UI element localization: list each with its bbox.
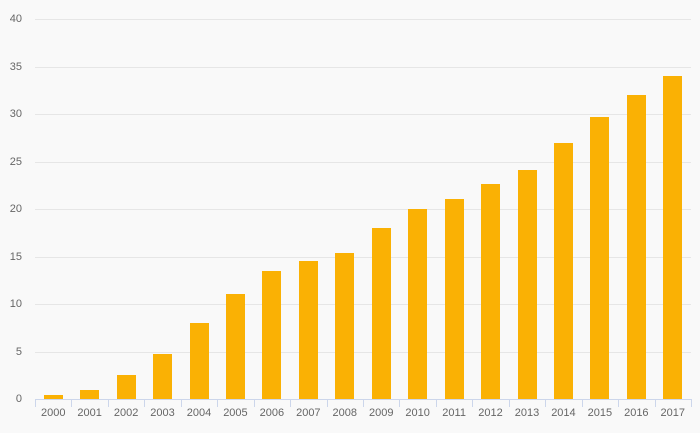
x-axis-tick [180, 400, 182, 407]
x-axis-tick [35, 400, 36, 407]
bar-2012[interactable] [481, 184, 501, 399]
bar-2014[interactable] [553, 142, 573, 399]
x-axis-tick [217, 400, 219, 407]
gridline-5 [35, 351, 691, 353]
bar-2000[interactable] [43, 395, 63, 399]
x-axis-label-2016: 2016 [624, 407, 649, 419]
x-axis-label-2003: 2003 [150, 407, 175, 419]
x-axis-line [35, 399, 692, 400]
bar-2005[interactable] [225, 293, 245, 399]
x-axis-tick [618, 400, 620, 407]
x-axis-label-2005: 2005 [223, 407, 248, 419]
x-axis-tick [435, 400, 437, 407]
bar-2002[interactable] [116, 375, 136, 399]
x-axis-tick [691, 400, 692, 407]
bar-2007[interactable] [298, 261, 318, 399]
gridline-25 [35, 161, 691, 163]
x-axis-label-2007: 2007 [296, 407, 321, 419]
bar-2013[interactable] [517, 170, 537, 399]
bar-2016[interactable] [626, 95, 646, 399]
x-axis-tick [545, 400, 547, 407]
x-axis-label-2006: 2006 [259, 407, 285, 419]
bar-2006[interactable] [262, 270, 282, 399]
x-axis-label-2009: 2009 [368, 407, 394, 419]
bar-2008[interactable] [335, 252, 355, 399]
gridline-30 [35, 114, 691, 115]
x-axis-tick [472, 400, 474, 407]
x-axis-label-2013: 2013 [514, 407, 540, 419]
x-axis-label-2014: 2014 [551, 407, 576, 419]
x-axis-label-2001: 2001 [77, 407, 102, 419]
x-axis-tick [508, 400, 510, 407]
x-axis-label-2008: 2008 [332, 407, 357, 419]
x-axis-tick [290, 400, 292, 407]
x-axis-tick [144, 400, 146, 407]
y-axis-label-5: 5 [15, 345, 22, 358]
x-axis-label-2002: 2002 [113, 407, 139, 419]
bar-2004[interactable] [189, 323, 209, 399]
x-axis-label-2011: 2011 [442, 407, 466, 419]
gridline-15 [35, 256, 691, 258]
x-axis-tick [399, 400, 401, 407]
y-axis-label-40: 40 [9, 13, 22, 25]
y-axis-label-30: 30 [9, 108, 22, 120]
x-axis-tick [363, 400, 364, 407]
y-axis-label-15: 15 [9, 250, 22, 263]
x-axis-label-2017: 2017 [660, 407, 685, 419]
gridline-40 [35, 19, 691, 20]
y-axis-label-20: 20 [9, 203, 22, 215]
y-axis-label-35: 35 [9, 60, 22, 73]
x-axis-tick [253, 400, 255, 407]
x-axis-tick [654, 400, 656, 407]
bar-2003[interactable] [153, 354, 173, 399]
gridline-10 [35, 304, 691, 305]
gridline-20 [35, 209, 691, 210]
x-axis-tick [71, 400, 73, 407]
bar-2011[interactable] [444, 198, 464, 399]
bar-2009[interactable] [371, 228, 391, 399]
y-axis-label-10: 10 [9, 298, 22, 310]
x-axis-tick [107, 400, 109, 407]
y-axis-label-25: 25 [9, 155, 22, 168]
bar-2001[interactable] [80, 389, 100, 399]
x-axis-label-2004: 2004 [186, 407, 212, 419]
x-axis-label-2015: 2015 [587, 407, 613, 419]
bar-2010[interactable] [408, 209, 428, 399]
x-axis-label-2000: 2000 [40, 407, 66, 419]
bar-2017[interactable] [663, 76, 683, 399]
x-axis-label-2012: 2012 [478, 407, 503, 419]
x-axis-tick [581, 400, 583, 407]
y-axis-label-0: 0 [15, 393, 22, 405]
gridline-35 [35, 66, 691, 68]
x-axis-tick [326, 400, 328, 407]
x-axis-label-2010: 2010 [405, 407, 430, 419]
bar-2015[interactable] [590, 116, 610, 399]
